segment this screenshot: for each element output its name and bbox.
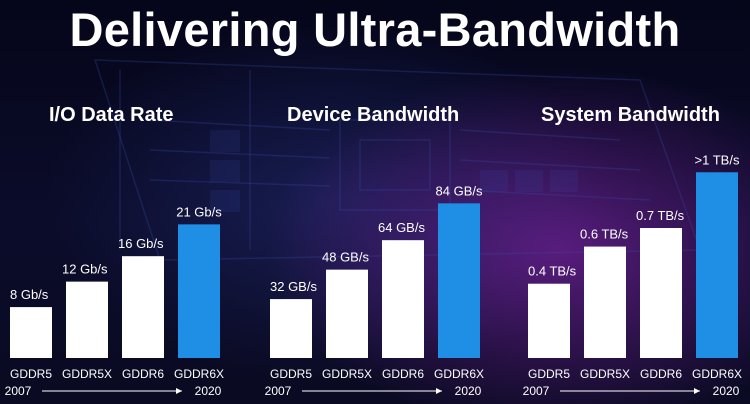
category-label-0-1: GDDR5X [62,367,112,381]
value-label-0-1: 12 Gb/s [62,262,108,277]
category-label-2-3: GDDR6X [692,367,742,381]
value-label-2-0: 0.4 TB/s [528,264,577,279]
category-label-0-0: GDDR5 [10,367,52,381]
category-label-1-1: GDDR5X [322,367,372,381]
timeline-start-1: 2007 [265,384,292,398]
timeline-start-0: 2007 [5,384,32,398]
timeline-arrow-2 [694,388,700,394]
bar-0-gddr6x [178,224,220,358]
bar-2-gddr6 [640,228,682,358]
value-label-2-1: 0.6 TB/s [580,227,629,242]
bar-0-gddr6 [122,256,164,358]
value-label-2-3: >1 TB/s [695,152,740,167]
timeline-end-2: 2020 [713,384,740,398]
value-label-0-0: 8 Gb/s [10,287,49,302]
category-label-1-0: GDDR5 [270,367,312,381]
timeline-arrow-1 [436,388,442,394]
category-label-2-1: GDDR5X [580,367,630,381]
category-label-1-2: GDDR6 [382,367,424,381]
value-label-1-3: 84 GB/s [436,183,483,198]
category-label-0-3: GDDR6X [174,367,224,381]
bar-1-gddr5 [270,299,312,358]
timeline-end-0: 2020 [195,384,222,398]
category-label-0-2: GDDR6 [122,367,164,381]
value-label-1-2: 64 GB/s [378,220,425,235]
bar-0-gddr5x [66,281,108,358]
value-label-2-2: 0.7 TB/s [636,208,685,223]
page-title: Delivering Ultra-Bandwidth [69,3,681,56]
value-label-1-1: 48 GB/s [322,250,369,265]
category-label-2-0: GDDR5 [528,367,570,381]
value-label-0-3: 21 Gb/s [176,204,222,219]
bar-2-gddr5x [584,246,626,358]
timeline-start-2: 2007 [523,384,550,398]
timeline-end-1: 2020 [455,384,482,398]
bar-0-gddr5 [10,307,52,358]
category-label-2-2: GDDR6 [640,367,682,381]
bar-1-gddr6 [382,240,424,358]
bar-1-gddr5x [326,269,368,358]
value-label-1-0: 32 GB/s [270,279,317,294]
chart-title-io-data-rate: I/O Data Rate [49,104,174,126]
bar-1-gddr6x [438,203,480,358]
timeline-arrow-0 [176,388,182,394]
bar-2-gddr6x [696,172,738,358]
bar-2-gddr5 [528,283,570,358]
category-label-1-3: GDDR6X [434,367,484,381]
chart-title-device-bandwidth: Device Bandwidth [287,104,460,126]
chart-title-system-bandwidth: System Bandwidth [541,104,720,126]
value-label-0-2: 16 Gb/s [118,236,164,251]
